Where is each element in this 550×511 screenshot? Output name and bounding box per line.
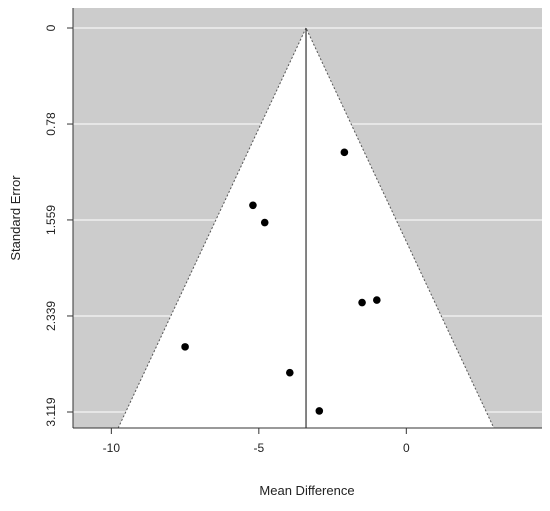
y-tick-label: 0.78 — [44, 112, 58, 136]
data-point — [373, 296, 381, 304]
x-axis-label: Mean Difference — [259, 483, 354, 498]
y-tick-label: 1.559 — [44, 205, 58, 235]
data-point — [340, 148, 349, 157]
x-tick-label: -5 — [253, 441, 264, 455]
data-point — [315, 407, 324, 415]
x-axis-ticks: -10 -5 0 — [103, 428, 410, 455]
x-tick-label: -10 — [103, 441, 121, 455]
data-point — [260, 218, 269, 227]
y-axis-ticks: 0 0.78 1.559 2.339 3.119 — [44, 24, 73, 427]
x-tick-label: 0 — [403, 441, 410, 455]
y-axis-label: Standard Error — [8, 175, 23, 261]
y-tick-label: 0 — [44, 24, 58, 31]
data-point — [286, 368, 294, 377]
data-point — [358, 298, 366, 307]
y-tick-label: 3.119 — [44, 397, 58, 426]
data-points — [181, 148, 381, 415]
data-point — [249, 201, 257, 210]
y-tick-label: 2.339 — [44, 301, 58, 331]
data-point — [181, 343, 189, 351]
